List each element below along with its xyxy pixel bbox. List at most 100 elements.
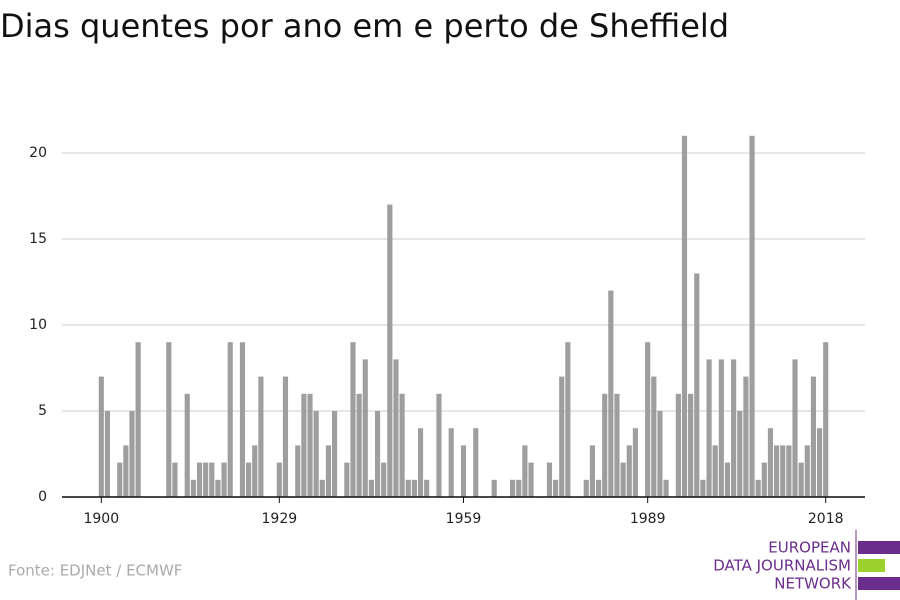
logo-bar <box>858 559 885 572</box>
bar <box>608 290 614 497</box>
bar <box>331 411 338 497</box>
bar <box>436 393 442 497</box>
bar <box>129 411 135 497</box>
bar <box>559 376 565 497</box>
bar <box>313 411 319 497</box>
x-tick-label: 1900 <box>83 511 119 527</box>
logo-text: NETWORK <box>774 575 852 593</box>
bar <box>694 273 700 497</box>
bar <box>448 428 454 497</box>
bar <box>374 411 381 497</box>
logo-bar <box>858 577 900 590</box>
bar <box>516 479 522 497</box>
bar <box>510 479 516 497</box>
bar <box>743 376 749 497</box>
bar <box>700 479 706 497</box>
bar <box>804 445 810 497</box>
bar <box>123 445 129 497</box>
bar <box>663 479 669 497</box>
bar <box>424 479 430 497</box>
bar <box>780 445 786 497</box>
y-tick-label: 10 <box>29 317 47 333</box>
bar <box>737 411 743 497</box>
bar <box>381 462 387 497</box>
bar <box>620 462 626 497</box>
bar <box>761 462 767 497</box>
bar <box>792 359 798 497</box>
bar <box>491 479 497 497</box>
bar <box>731 359 737 497</box>
x-tick-label: 1959 <box>446 511 482 527</box>
bar <box>98 376 104 497</box>
bar <box>724 462 731 497</box>
bar <box>276 462 282 497</box>
bar <box>344 462 350 497</box>
bar <box>546 462 553 497</box>
bar <box>135 342 141 497</box>
chart-title: Dias quentes por ano em e perto de Sheff… <box>0 7 729 45</box>
bar <box>227 342 233 497</box>
bar <box>184 393 190 497</box>
bar <box>767 428 774 497</box>
bar <box>196 462 203 497</box>
bar <box>166 342 172 497</box>
bar <box>657 411 663 497</box>
bar <box>522 445 528 497</box>
x-tick-label: 2018 <box>808 511 844 527</box>
bar <box>411 479 417 497</box>
bar <box>626 445 632 497</box>
bar <box>417 428 424 497</box>
bar <box>104 411 111 497</box>
source: Fonte: EDJNet / ECMWF <box>8 562 182 580</box>
bar <box>651 376 657 497</box>
logo-text: EUROPEAN <box>768 539 851 557</box>
bar <box>117 462 123 497</box>
bar <box>325 445 332 497</box>
bar <box>356 393 362 497</box>
bar <box>239 342 246 497</box>
bar <box>350 342 356 497</box>
y-tick-label: 5 <box>38 403 47 419</box>
x-tick-label: 1929 <box>262 511 298 527</box>
bar <box>675 393 681 497</box>
bar <box>553 479 559 497</box>
bar <box>221 462 227 497</box>
bar <box>749 135 755 498</box>
bar <box>258 376 264 497</box>
bar <box>246 462 252 497</box>
bar <box>774 445 780 497</box>
bar <box>399 393 405 497</box>
y-tick-label: 15 <box>29 231 47 247</box>
bar <box>282 376 289 497</box>
bar <box>645 342 651 497</box>
bar <box>362 359 368 497</box>
bar <box>301 393 307 497</box>
bar <box>387 204 393 497</box>
bar <box>786 445 792 497</box>
bar <box>823 342 829 497</box>
bar <box>460 445 467 497</box>
bar <box>368 479 374 497</box>
bar <box>172 462 178 497</box>
logo-bar <box>858 541 900 554</box>
bar <box>190 479 196 497</box>
bar <box>614 393 620 497</box>
logo-text: DATA JOURNALISM <box>713 557 851 575</box>
bar <box>307 393 313 497</box>
bar <box>583 479 589 497</box>
bar <box>718 359 724 497</box>
bar <box>393 359 399 497</box>
bar <box>209 462 215 497</box>
bar <box>810 376 817 497</box>
bar <box>602 393 608 497</box>
bar <box>528 462 534 497</box>
bar <box>681 135 688 498</box>
bar <box>589 445 596 497</box>
bar <box>473 428 479 497</box>
bar <box>712 445 718 497</box>
y-tick-label: 0 <box>38 489 47 505</box>
bar <box>405 479 411 497</box>
bar <box>595 479 602 497</box>
bar <box>319 479 325 497</box>
